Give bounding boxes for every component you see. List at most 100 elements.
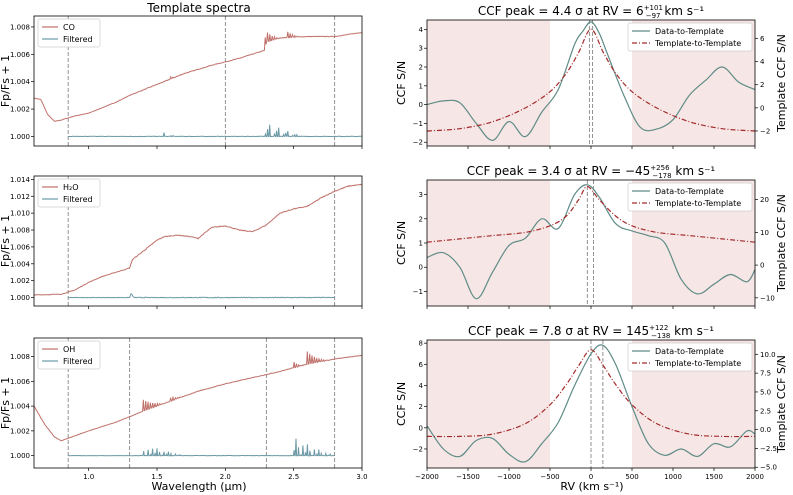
- series-line-0: [33, 351, 363, 442]
- spectrum-panel-2: 1.000 1.002 1.004 1.006 1.008 1.0 1.5 2.0 2.5 3.0…: [0, 337, 368, 481]
- ccf-panel-2: −2 0 2 4 6 8 −5.0 −2.5 0.0 2.5 5.0 7.5 10.0 −2000 −150…: [395, 324, 788, 481]
- y-right-tick-label-5: 7.5: [760, 370, 771, 378]
- legend-label-1: Filtered: [63, 357, 93, 366]
- y-tick-label-5: 8: [419, 340, 423, 348]
- y-axis-label: Fp/Fs + 1: [0, 215, 12, 267]
- y-tick-label-2: 1.004: [10, 403, 31, 411]
- y-tick-label-2: 1: [419, 240, 423, 248]
- panel-title: CCF peak = 7.8 σ at RV = 145+122 −138 km …: [468, 324, 714, 340]
- y-tick-label-2: 0: [419, 101, 423, 109]
- y-right-tick-label-2: 2: [760, 81, 764, 89]
- legend-box: [627, 182, 753, 212]
- y-tick-label-1: 0: [419, 424, 423, 432]
- series-line-0: [426, 184, 756, 300]
- panel-title: CCF peak = 3.4 σ at RV = −45+256 −178 km …: [467, 164, 716, 180]
- y-right-tick-label-0: −5.0: [760, 464, 777, 472]
- series-line-1: [68, 293, 335, 299]
- y-right-tick-label-3: 20: [760, 196, 769, 204]
- y-tick-label-2: 2: [419, 403, 423, 411]
- legend-label-0: Data-to-Template: [655, 187, 724, 196]
- y-tick-label-1: 1.002: [10, 277, 30, 285]
- y-right-tick-label-2: 10: [760, 229, 769, 237]
- y-right-tick-label-1: 0: [760, 104, 764, 112]
- legend-box: [37, 340, 101, 370]
- y-right-tick-label-3: 2.5: [760, 407, 771, 415]
- x-tick-label-3: −500: [540, 473, 559, 481]
- shaded-region-0: [427, 180, 550, 306]
- legend-box: [37, 178, 101, 208]
- y-tick-label-4: 1.008: [10, 23, 30, 31]
- x-tick-label-1: −1500: [456, 473, 480, 481]
- right-x-axis-label: RV (km s⁻¹): [560, 480, 623, 493]
- y-right-tick-label-6: 10.0: [760, 351, 776, 359]
- x-tick-label-3: 2.5: [288, 473, 299, 481]
- x-tick-label-6: 1000: [664, 473, 682, 481]
- legend-box: [37, 18, 101, 48]
- series-line-1: [68, 124, 363, 138]
- series-line-0: [426, 344, 756, 463]
- x-tick-label-7: 1500: [705, 473, 723, 481]
- y-tick-label-7: 1.014: [10, 176, 31, 184]
- y-axis-label-right: Template CCF S/N: [775, 34, 788, 133]
- x-tick-label-8: 2000: [746, 473, 764, 481]
- y-tick-label-4: 3: [419, 191, 423, 199]
- x-tick-label-2: −1000: [497, 473, 521, 481]
- x-tick-label-2: 2.0: [220, 473, 231, 481]
- y-tick-label-3: 4: [419, 382, 424, 390]
- y-right-tick-label-2: 0.0: [760, 426, 771, 434]
- legend-label-0: Data-to-Template: [655, 27, 724, 36]
- legend: H₂O Filtered: [37, 178, 101, 208]
- y-tick-label-3: 1.006: [10, 243, 31, 251]
- legend-label-0: H₂O: [63, 183, 79, 192]
- y-tick-label-1: −1: [413, 120, 423, 128]
- series-line-0: [426, 21, 756, 142]
- legend-label-1: Template-to-Template: [654, 359, 741, 368]
- y-axis-label: Fp/Fs + 1: [0, 55, 12, 107]
- y-tick-label-0: −2: [413, 139, 423, 147]
- y-tick-label-6: 1.012: [10, 193, 30, 201]
- legend-label-0: OH: [63, 345, 75, 354]
- y-tick-label-5: 3: [419, 45, 423, 53]
- y-tick-label-5: 1.010: [10, 210, 30, 218]
- y-right-tick-label-0: −10: [760, 294, 775, 302]
- y-axis-label: CCF S/N: [395, 61, 408, 105]
- legend: OH Filtered: [37, 340, 101, 370]
- plot-frame: [33, 175, 363, 307]
- y-right-tick-label-3: 4: [760, 58, 765, 66]
- spectrum-panel-0: 1.000 1.002 1.004 1.006 1.008 Fp/Fs + 1 CO Filt…: [0, 15, 363, 149]
- y-tick-label-3: 1.006: [10, 378, 31, 386]
- y-tick-label-6: 4: [419, 26, 424, 34]
- left-x-axis-label: Wavelength (μm): [151, 480, 246, 493]
- left-column-title: Template spectra: [146, 1, 250, 15]
- legend-label-1: Template-to-Template: [654, 199, 741, 208]
- y-tick-label-3: 1: [419, 82, 423, 90]
- y-tick-label-2: 1.004: [10, 78, 31, 86]
- y-axis-label-right: Template CCF S/N: [775, 194, 788, 293]
- legend-box: [627, 342, 753, 372]
- y-tick-label-4: 1.008: [10, 353, 30, 361]
- series-line-1: [68, 438, 335, 457]
- y-tick-label-0: 1.000: [10, 452, 30, 460]
- y-right-tick-label-4: 6: [760, 35, 765, 43]
- y-axis-label: CCF S/N: [395, 382, 408, 426]
- x-tick-label-0: −2000: [415, 473, 439, 481]
- series-line-1: [426, 349, 756, 438]
- legend-label-0: CO: [63, 23, 75, 32]
- legend-box: [627, 22, 753, 52]
- series-line-1: [426, 185, 756, 243]
- shaded-region-0: [427, 340, 550, 468]
- legend: Data-to-Template Template-to-Template: [627, 22, 753, 52]
- legend: CO Filtered: [37, 18, 101, 48]
- x-tick-label-1: 1.5: [151, 473, 162, 481]
- series-line-0: [33, 31, 363, 122]
- y-tick-label-1: 0: [419, 264, 423, 272]
- y-tick-label-1: 1.002: [10, 106, 30, 114]
- y-right-tick-label-1: 0: [760, 262, 764, 270]
- legend-label-0: Data-to-Template: [655, 347, 724, 356]
- ccf-panel-0: −2 −1 0 1 2 3 4 −2 0 2 4 6 CCF S/N Template CCF S/N CC…: [395, 4, 788, 149]
- legend-label-1: Filtered: [63, 35, 93, 44]
- y-right-tick-label-0: −2: [760, 127, 770, 135]
- spectrum-panel-1: 1.000 1.002 1.004 1.006 1.008 1.010 1.012 1.014…: [0, 175, 363, 309]
- legend-label-1: Template-to-Template: [654, 39, 741, 48]
